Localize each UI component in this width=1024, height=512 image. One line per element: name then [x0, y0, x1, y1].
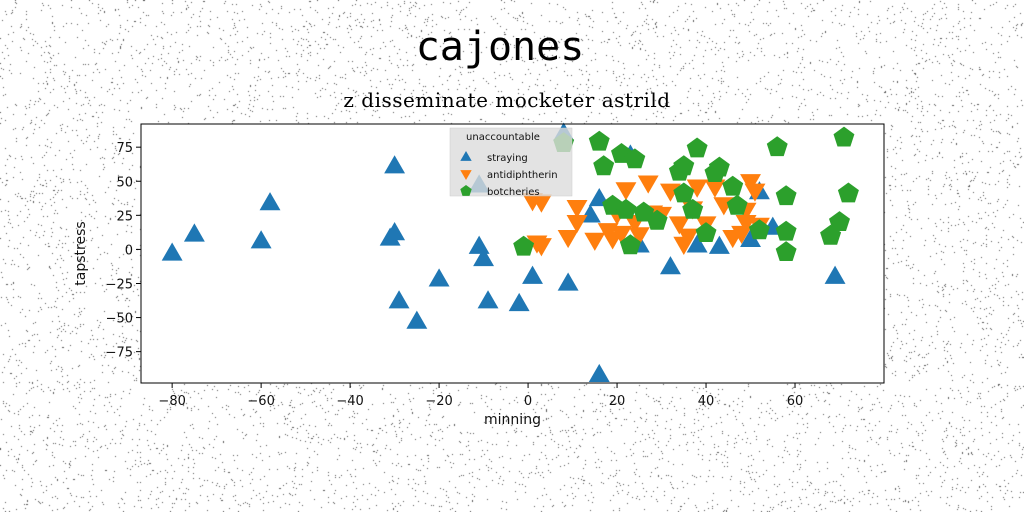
legend-label-antidiphtherin: antidiphtherin — [487, 170, 558, 181]
data-point-antidiphtherin — [615, 182, 637, 201]
data-point-antidiphtherin — [557, 229, 579, 249]
data-point-straying — [406, 310, 428, 329]
data-point-antidiphtherin — [659, 183, 681, 202]
data-point-botcheries — [775, 241, 797, 261]
x-tick-label: 40 — [698, 394, 715, 409]
data-point-straying — [384, 155, 406, 174]
data-point-botcheries — [775, 220, 797, 241]
data-point-straying — [161, 242, 183, 261]
data-point-botcheries — [588, 130, 610, 151]
data-point-antidiphtherin — [704, 179, 726, 198]
data-point-botcheries — [513, 235, 535, 256]
data-point-botcheries — [726, 194, 748, 215]
data-point-straying — [686, 234, 708, 253]
legend-label-straying: straying — [487, 153, 528, 164]
data-point-botcheries — [749, 219, 770, 240]
data-point-straying — [250, 230, 272, 249]
x-tick-label: −60 — [247, 394, 274, 409]
data-point-straying — [468, 235, 490, 254]
data-point-botcheries — [619, 234, 641, 255]
data-point-straying — [522, 265, 543, 284]
data-point-antidiphtherin — [530, 194, 552, 213]
data-point-botcheries — [673, 182, 695, 203]
data-point-botcheries — [722, 175, 744, 196]
data-point-antidiphtherin — [566, 200, 588, 219]
legend: unaccountable straying antidiphtherin botc… — [449, 127, 573, 198]
x-tick-label: 60 — [787, 394, 804, 409]
y-axis-label: tapstress — [73, 221, 89, 285]
y-tick-label: −50 — [106, 312, 133, 327]
data-point-straying — [428, 268, 450, 287]
data-point-straying — [384, 222, 406, 241]
data-point-botcheries — [829, 211, 850, 231]
data-point-antidiphtherin — [637, 175, 659, 194]
legend-marker-antidiphtherin — [460, 170, 472, 180]
data-point-botcheries — [837, 182, 859, 203]
data-point-straying — [508, 292, 530, 312]
data-point-antidiphtherin — [677, 228, 699, 247]
axes: −80 −60 −40 −20 0 20 40 60 −75 −50 −25 0 25 50 75 — [106, 141, 804, 409]
data-point-antidiphtherin — [668, 216, 690, 235]
data-point-straying — [708, 235, 730, 254]
data-point-botcheries — [615, 198, 637, 219]
data-point-straying — [824, 265, 846, 284]
x-tick-label: −80 — [158, 394, 185, 409]
data-point-botcheries — [833, 126, 855, 147]
data-point-botcheries — [695, 222, 717, 242]
series-botcheries — [513, 126, 859, 261]
data-point-antidiphtherin — [740, 174, 761, 193]
data-point-straying — [740, 228, 761, 248]
plot-frame — [140, 123, 885, 384]
data-point-botcheries — [682, 198, 704, 219]
data-point-straying — [259, 192, 281, 211]
x-tick-label: 20 — [609, 394, 626, 409]
data-point-botcheries — [708, 156, 730, 177]
x-tick-label: 0 — [524, 394, 532, 409]
data-point-antidiphtherin — [530, 238, 552, 257]
data-point-antidiphtherin — [566, 214, 588, 234]
data-point-straying — [473, 247, 495, 267]
legend-label-botcheries: botcheries — [487, 187, 540, 198]
data-point-straying — [557, 272, 579, 291]
legend-marker-straying — [460, 151, 472, 161]
y-tick-label: −25 — [106, 277, 133, 292]
data-point-straying — [588, 363, 610, 382]
data-point-botcheries — [673, 155, 695, 176]
chart-subtitle: z disseminate mocketer astrild — [343, 88, 671, 112]
y-tick-label: 75 — [116, 141, 133, 156]
data-point-antidiphtherin — [611, 225, 632, 245]
data-point-straying — [477, 290, 499, 309]
series-straying — [161, 122, 846, 382]
legend-items: straying antidiphtherin botcheries — [460, 151, 558, 198]
y-tick-label: −75 — [106, 346, 133, 361]
legend-marker-botcheries — [460, 185, 472, 196]
data-point-straying — [659, 256, 681, 275]
data-point-antidiphtherin — [744, 183, 766, 202]
x-axis-label: minning — [484, 412, 541, 428]
legend-box — [449, 127, 573, 197]
data-point-antidiphtherin — [686, 179, 708, 198]
data-point-botcheries — [686, 137, 708, 158]
data-point-antidiphtherin — [628, 227, 650, 246]
data-point-botcheries — [766, 136, 788, 157]
data-point-botcheries — [775, 185, 797, 206]
data-point-straying — [388, 290, 410, 309]
chart-title: cajones — [415, 24, 585, 70]
data-point-botcheries — [593, 155, 615, 176]
data-point-botcheries — [624, 148, 646, 169]
y-tick-label: 25 — [116, 209, 133, 224]
data-point-antidiphtherin — [584, 232, 606, 251]
x-tick-label: −20 — [425, 394, 452, 409]
y-tick-label: 0 — [125, 243, 133, 258]
y-tick-label: 50 — [116, 175, 133, 190]
data-point-straying — [183, 223, 205, 242]
data-point-botcheries — [646, 209, 668, 230]
legend-title: unaccountable — [466, 132, 540, 143]
x-tick-label: −40 — [336, 394, 363, 409]
